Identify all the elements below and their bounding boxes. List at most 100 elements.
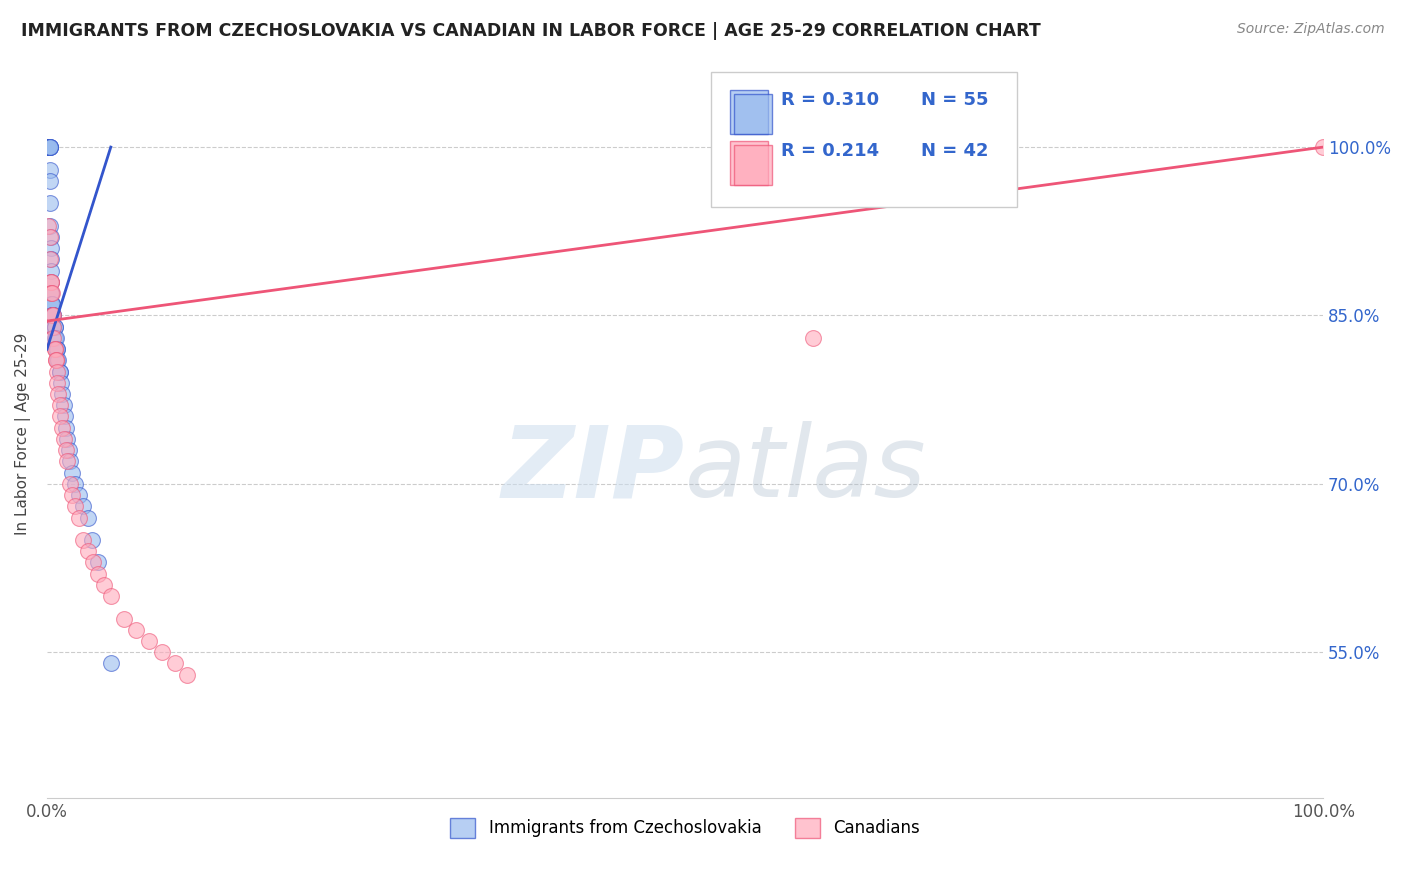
Point <box>44 331 66 345</box>
Point <box>42 319 65 334</box>
Point <box>37 219 59 233</box>
Point <box>42 319 65 334</box>
Point <box>87 556 110 570</box>
Point <box>80 533 103 547</box>
Point <box>49 376 72 390</box>
Point <box>125 623 148 637</box>
Point <box>801 331 824 345</box>
Point <box>46 365 69 379</box>
Point <box>45 353 67 368</box>
Point <box>45 342 67 356</box>
FancyBboxPatch shape <box>730 90 768 134</box>
Point <box>38 196 60 211</box>
Point <box>62 488 84 502</box>
Point <box>39 285 62 300</box>
Point <box>82 556 104 570</box>
Point <box>100 589 122 603</box>
Point <box>38 219 60 233</box>
Point <box>72 500 94 514</box>
Point <box>112 611 135 625</box>
Text: N = 42: N = 42 <box>921 142 988 160</box>
Point <box>39 285 62 300</box>
Point <box>44 319 66 334</box>
Point <box>39 230 62 244</box>
Point <box>41 309 63 323</box>
Text: Source: ZipAtlas.com: Source: ZipAtlas.com <box>1237 22 1385 37</box>
Point <box>67 488 90 502</box>
Point <box>46 376 69 390</box>
Point <box>150 645 173 659</box>
Point <box>62 466 84 480</box>
Point <box>44 342 66 356</box>
Point <box>72 533 94 547</box>
Point <box>93 578 115 592</box>
Point <box>37 140 59 154</box>
Point <box>41 309 63 323</box>
Text: R = 0.214: R = 0.214 <box>780 142 879 160</box>
Point <box>87 566 110 581</box>
FancyBboxPatch shape <box>730 142 768 186</box>
Point <box>38 140 60 154</box>
Point <box>41 297 63 311</box>
Text: ZIP: ZIP <box>502 421 685 518</box>
Point <box>52 398 75 412</box>
Point <box>37 140 59 154</box>
Point <box>67 510 90 524</box>
Point <box>55 421 77 435</box>
Point <box>42 309 65 323</box>
Point <box>42 309 65 323</box>
Point <box>48 387 70 401</box>
Point <box>38 252 60 267</box>
Point <box>39 275 62 289</box>
Point <box>44 342 66 356</box>
Point <box>163 657 186 671</box>
Point <box>42 319 65 334</box>
Point <box>39 297 62 311</box>
Point <box>38 162 60 177</box>
Point <box>39 275 62 289</box>
Point <box>52 432 75 446</box>
Text: atlas: atlas <box>685 421 927 518</box>
Point <box>55 443 77 458</box>
Point <box>1312 140 1334 154</box>
Point <box>48 409 70 424</box>
FancyBboxPatch shape <box>734 145 772 186</box>
Point <box>51 421 73 435</box>
Point <box>63 476 86 491</box>
FancyBboxPatch shape <box>734 94 772 134</box>
Point <box>41 297 63 311</box>
Point <box>48 365 70 379</box>
Point <box>42 309 65 323</box>
Point <box>37 140 59 154</box>
Point <box>56 454 79 468</box>
Point <box>45 331 67 345</box>
Point <box>63 500 86 514</box>
Point <box>76 544 98 558</box>
Point <box>45 353 67 368</box>
Point <box>39 285 62 300</box>
Point <box>38 140 60 154</box>
Point <box>76 510 98 524</box>
Point <box>138 634 160 648</box>
Point <box>176 667 198 681</box>
Point <box>39 252 62 267</box>
Point <box>48 353 70 368</box>
Point <box>39 263 62 277</box>
Y-axis label: In Labor Force | Age 25-29: In Labor Force | Age 25-29 <box>15 332 31 534</box>
Point <box>41 309 63 323</box>
Point <box>58 443 80 458</box>
Text: IMMIGRANTS FROM CZECHOSLOVAKIA VS CANADIAN IN LABOR FORCE | AGE 25-29 CORRELATIO: IMMIGRANTS FROM CZECHOSLOVAKIA VS CANADI… <box>21 22 1040 40</box>
Point <box>53 409 76 424</box>
Point <box>46 342 69 356</box>
Text: R = 0.310: R = 0.310 <box>780 91 879 109</box>
Point <box>59 476 82 491</box>
Legend: Immigrants from Czechoslovakia, Canadians: Immigrants from Czechoslovakia, Canadian… <box>444 811 927 845</box>
Point <box>44 319 66 334</box>
Point <box>100 657 122 671</box>
Point <box>48 398 70 412</box>
Point <box>46 342 69 356</box>
Point <box>56 432 79 446</box>
Text: N = 55: N = 55 <box>921 91 988 109</box>
Point <box>46 353 69 368</box>
FancyBboxPatch shape <box>710 72 1017 207</box>
